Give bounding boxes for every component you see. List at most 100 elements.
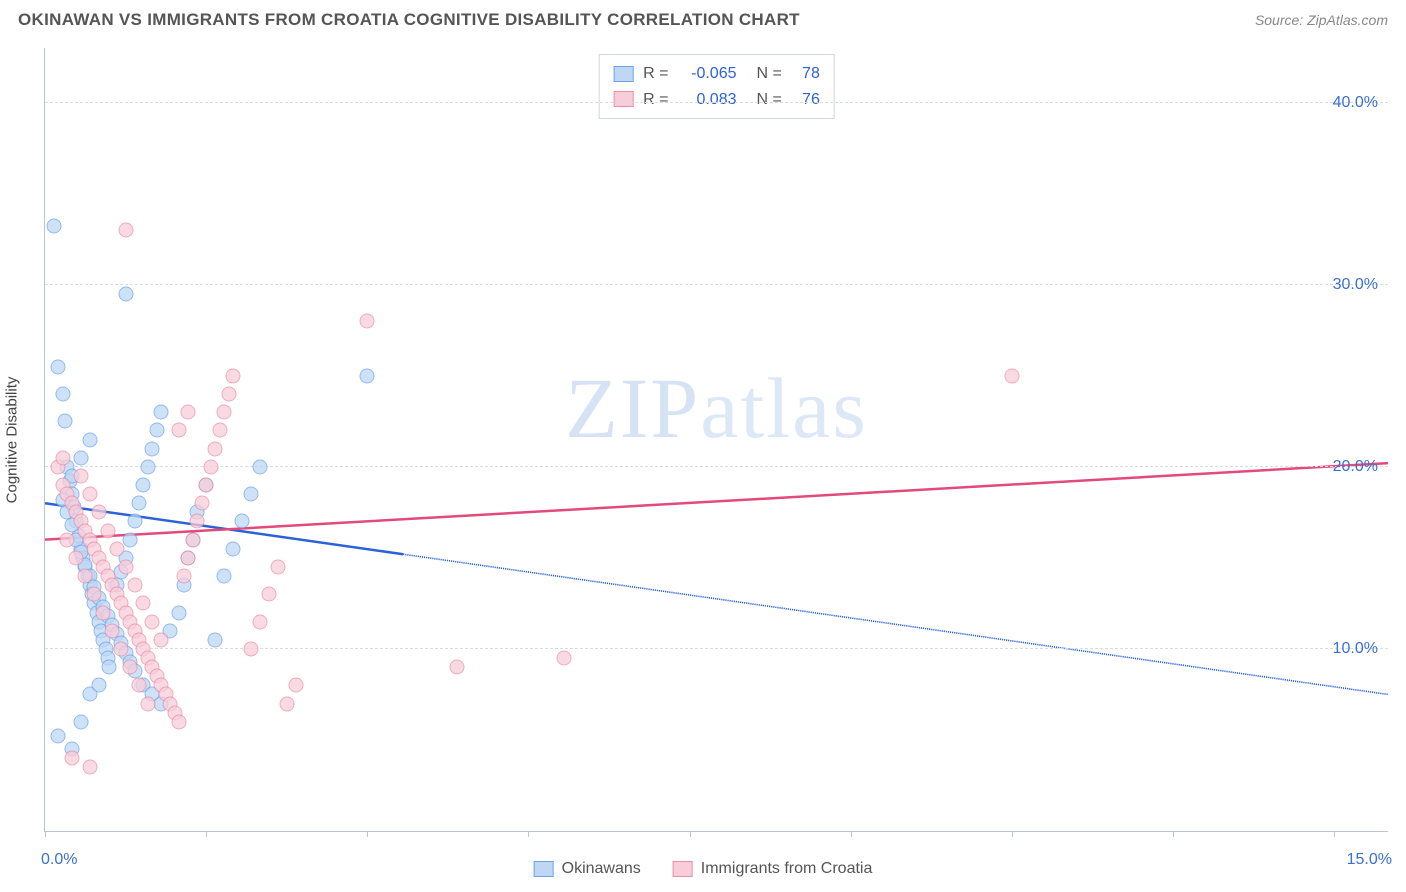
data-point xyxy=(270,559,285,574)
data-point xyxy=(208,632,223,647)
watermark: ZIPatlas xyxy=(565,358,868,458)
legend-item: Okinawans xyxy=(534,860,641,878)
x-tick xyxy=(690,831,691,837)
n-label: N = xyxy=(757,87,782,113)
data-point xyxy=(449,660,464,675)
data-point xyxy=(102,660,117,675)
legend-correlation-row: R = -0.065 N = 78 xyxy=(613,61,820,87)
data-point xyxy=(212,423,227,438)
data-point xyxy=(557,651,572,666)
gridline xyxy=(45,284,1388,285)
data-point xyxy=(78,569,93,584)
data-point xyxy=(208,441,223,456)
legend-swatch xyxy=(613,66,633,82)
x-tick xyxy=(528,831,529,837)
r-value: -0.065 xyxy=(679,61,737,87)
legend-correlation-row: R = 0.083 N = 76 xyxy=(613,87,820,113)
legend-item: Immigrants from Croatia xyxy=(673,860,873,878)
data-point xyxy=(145,614,160,629)
x-tick xyxy=(851,831,852,837)
y-axis-label: Cognitive Disability xyxy=(4,377,21,504)
data-point xyxy=(154,405,169,420)
chart-title: OKINAWAN VS IMMIGRANTS FROM CROATIA COGN… xyxy=(18,10,800,30)
data-point xyxy=(149,423,164,438)
data-point xyxy=(1004,368,1019,383)
data-point xyxy=(185,532,200,547)
data-point xyxy=(132,496,147,511)
x-tick xyxy=(1334,831,1335,837)
data-point xyxy=(73,468,88,483)
data-point xyxy=(127,514,142,529)
series-legend: Okinawans Immigrants from Croatia xyxy=(534,860,873,878)
legend-label: Okinawans xyxy=(562,860,641,878)
data-point xyxy=(140,696,155,711)
data-point xyxy=(181,405,196,420)
data-point xyxy=(261,587,276,602)
data-point xyxy=(360,368,375,383)
data-point xyxy=(51,729,66,744)
data-point xyxy=(118,559,133,574)
data-point xyxy=(176,569,191,584)
x-axis-max-label: 15.0% xyxy=(1347,851,1392,869)
r-value: 0.083 xyxy=(679,87,737,113)
chart-area: Cognitive Disability ZIPatlas R =-0.065N… xyxy=(44,48,1388,832)
data-point xyxy=(55,450,70,465)
source-credit: Source: ZipAtlas.com xyxy=(1255,12,1388,28)
data-point xyxy=(118,286,133,301)
data-point xyxy=(221,386,236,401)
data-point xyxy=(64,751,79,766)
data-point xyxy=(140,459,155,474)
data-point xyxy=(51,359,66,374)
x-tick xyxy=(367,831,368,837)
data-point xyxy=(87,587,102,602)
data-point xyxy=(82,432,97,447)
data-point xyxy=(100,523,115,538)
data-point xyxy=(217,405,232,420)
x-tick xyxy=(206,831,207,837)
data-point xyxy=(217,569,232,584)
n-value: 78 xyxy=(792,61,820,87)
data-point xyxy=(82,487,97,502)
data-point xyxy=(279,696,294,711)
data-point xyxy=(194,496,209,511)
data-point xyxy=(82,760,97,775)
legend-swatch xyxy=(673,861,693,877)
data-point xyxy=(46,219,61,234)
data-point xyxy=(96,605,111,620)
data-point xyxy=(132,678,147,693)
data-point xyxy=(172,423,187,438)
data-point xyxy=(360,314,375,329)
data-point xyxy=(145,441,160,456)
data-point xyxy=(243,641,258,656)
data-point xyxy=(252,614,267,629)
x-tick xyxy=(1012,831,1013,837)
legend-swatch xyxy=(534,861,554,877)
x-axis-min-label: 0.0% xyxy=(41,851,77,869)
data-point xyxy=(226,541,241,556)
correlation-legend: R = -0.065 N = 78 R = 0.083 N = 76 xyxy=(598,54,835,119)
data-point xyxy=(73,450,88,465)
x-tick xyxy=(1173,831,1174,837)
r-label: R = xyxy=(643,87,668,113)
data-point xyxy=(226,368,241,383)
data-point xyxy=(234,514,249,529)
trend-lines xyxy=(45,48,1388,831)
n-label: N = xyxy=(757,61,782,87)
data-point xyxy=(123,660,138,675)
y-tick-label: 30.0% xyxy=(1333,276,1378,294)
r-label: R = xyxy=(643,61,668,87)
legend-swatch xyxy=(613,91,633,107)
data-point xyxy=(252,459,267,474)
data-point xyxy=(288,678,303,693)
data-point xyxy=(55,386,70,401)
data-point xyxy=(199,478,214,493)
data-point xyxy=(60,532,75,547)
data-point xyxy=(136,596,151,611)
data-point xyxy=(114,641,129,656)
data-point xyxy=(190,514,205,529)
data-point xyxy=(172,714,187,729)
n-value: 76 xyxy=(792,87,820,113)
data-point xyxy=(109,541,124,556)
data-point xyxy=(181,550,196,565)
data-point xyxy=(127,578,142,593)
